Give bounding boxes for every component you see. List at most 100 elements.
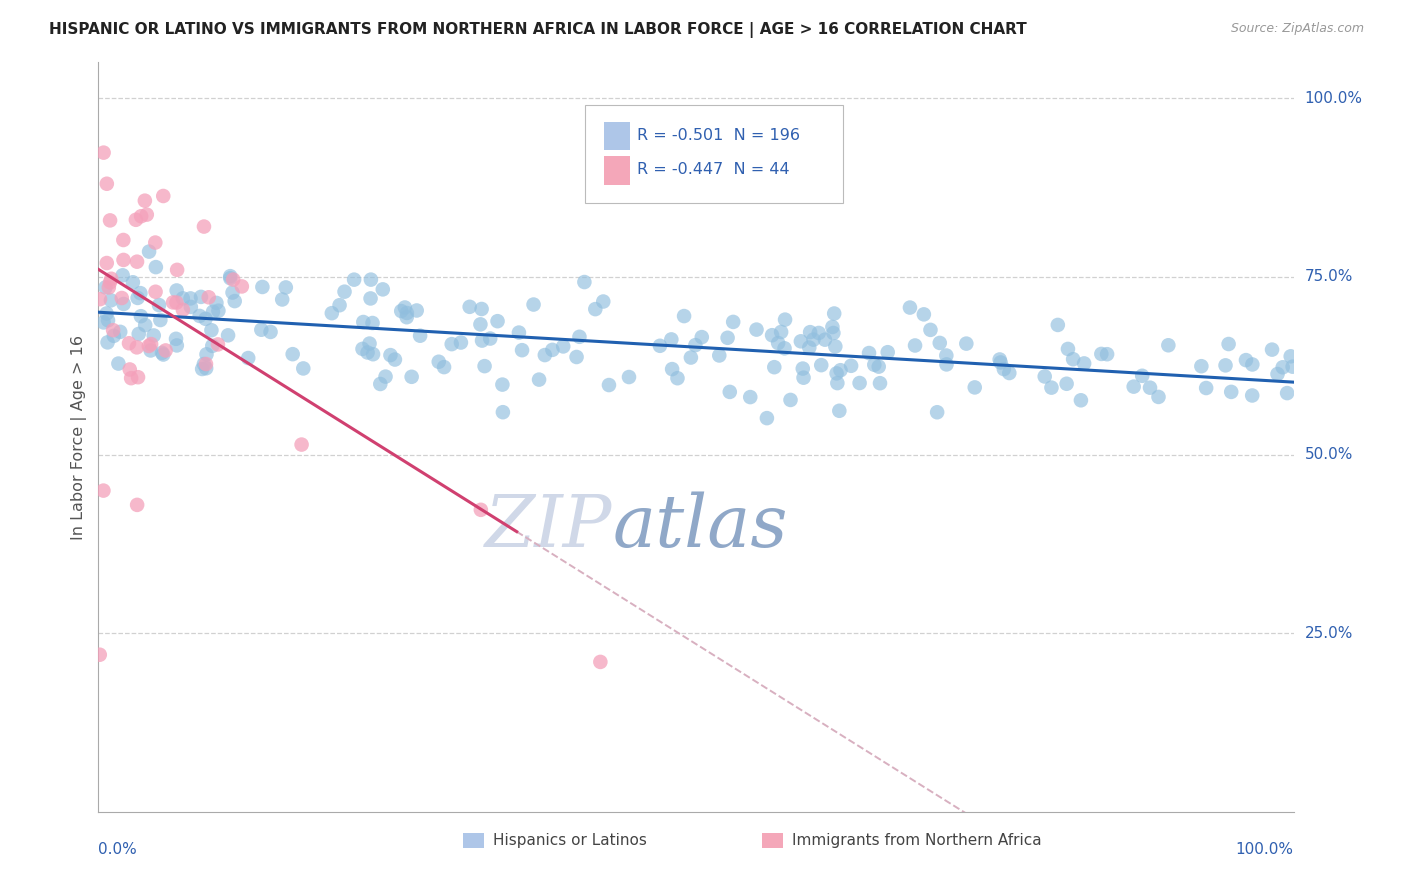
Point [125, 254, 148, 268]
Point [763, 360, 786, 375]
Point [143, 235, 166, 250]
Point [470, 318, 492, 332]
Point [479, 332, 502, 346]
Point [231, 279, 253, 293]
Point [1046, 318, 1069, 332]
Point [395, 306, 418, 320]
Point [1122, 379, 1144, 393]
Point [792, 361, 814, 376]
Point [190, 290, 212, 304]
Point [152, 347, 174, 361]
Point [127, 498, 149, 512]
Point [583, 302, 606, 317]
Point [129, 309, 152, 323]
Text: Source: ZipAtlas.com: Source: ZipAtlas.com [1230, 22, 1364, 36]
Point [1241, 358, 1264, 372]
Point [766, 336, 789, 351]
Point [617, 370, 640, 384]
Point [1033, 369, 1056, 384]
Point [93, 483, 115, 498]
Point [770, 325, 793, 339]
Point [1070, 393, 1092, 408]
Point [162, 295, 184, 310]
Point [589, 655, 612, 669]
Point [858, 346, 880, 360]
Point [195, 357, 218, 371]
Point [128, 326, 150, 341]
Point [195, 347, 218, 361]
Point [793, 370, 815, 384]
Point [527, 373, 550, 387]
Point [828, 404, 851, 418]
Point [394, 301, 416, 315]
Point [1147, 390, 1170, 404]
Point [401, 369, 423, 384]
Point [139, 337, 162, 351]
Point [97, 313, 120, 327]
Point [1275, 386, 1298, 401]
Point [904, 338, 927, 352]
Point [690, 330, 713, 344]
Text: Hispanics or Latinos: Hispanics or Latinos [494, 833, 647, 848]
Text: ZIP: ZIP [485, 491, 613, 562]
Point [673, 309, 696, 323]
Point [868, 359, 890, 374]
Point [988, 352, 1011, 367]
Point [508, 326, 530, 340]
Point [761, 328, 783, 343]
Point [384, 352, 406, 367]
Point [207, 337, 229, 351]
Point [134, 194, 156, 208]
Point [180, 292, 202, 306]
Point [180, 300, 202, 314]
Point [927, 405, 949, 419]
Point [89, 648, 111, 662]
Point [821, 320, 844, 334]
Point [93, 145, 115, 160]
Point [1279, 349, 1302, 363]
Point [433, 360, 456, 375]
Point [541, 343, 564, 357]
Point [565, 350, 588, 364]
Point [329, 298, 352, 312]
Point [848, 376, 870, 390]
Point [138, 244, 160, 259]
Point [356, 345, 378, 359]
Point [333, 285, 356, 299]
Point [193, 219, 215, 234]
Point [281, 347, 304, 361]
Point [205, 296, 228, 310]
Point [97, 280, 120, 294]
Point [125, 212, 148, 227]
Text: 0.0%: 0.0% [98, 842, 138, 857]
Point [120, 371, 142, 385]
Point [368, 376, 391, 391]
Text: 50.0%: 50.0% [1305, 448, 1353, 462]
Point [207, 303, 229, 318]
Point [679, 351, 702, 365]
FancyBboxPatch shape [605, 121, 630, 150]
Point [197, 290, 219, 304]
Point [118, 362, 141, 376]
Point [409, 328, 432, 343]
Point [814, 333, 837, 347]
Point [779, 392, 801, 407]
Point [1056, 376, 1078, 391]
Point [405, 303, 427, 318]
Point [93, 315, 115, 329]
Point [450, 335, 472, 350]
Point [194, 311, 217, 326]
Point [935, 349, 957, 363]
Point [470, 503, 492, 517]
Point [740, 390, 762, 404]
Point [222, 272, 245, 286]
Point [574, 275, 596, 289]
Point [149, 313, 172, 327]
Point [790, 334, 813, 349]
Point [122, 275, 145, 289]
Point [134, 318, 156, 332]
Text: 100.0%: 100.0% [1236, 842, 1294, 857]
Point [839, 359, 862, 373]
Point [172, 291, 194, 305]
Text: R = -0.447  N = 44: R = -0.447 N = 44 [637, 162, 790, 178]
